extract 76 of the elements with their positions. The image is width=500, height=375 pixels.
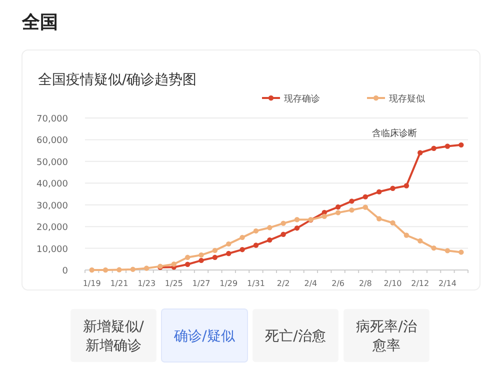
y-tick-label: 10,000 (36, 244, 68, 255)
y-tick-label: 50,000 (36, 158, 68, 168)
text: 新增疑似/新增确诊 (83, 319, 144, 354)
text: 死亡/治愈 (265, 328, 326, 344)
y-tick-label: 0 (62, 266, 68, 276)
point (444, 144, 450, 149)
point (294, 225, 300, 231)
x-tick-label: 2/2 (276, 279, 290, 288)
text: 全国 (21, 12, 58, 33)
point (390, 186, 396, 191)
point (418, 238, 423, 244)
point (458, 250, 464, 255)
point (198, 252, 204, 258)
point (89, 267, 94, 273)
point (102, 267, 108, 273)
legend-label: 现存疑似 (389, 94, 425, 104)
point (226, 250, 232, 256)
point (431, 146, 436, 151)
text: 确诊/疑似 (173, 328, 235, 344)
point (376, 216, 382, 222)
point (198, 258, 204, 264)
point (418, 150, 423, 156)
point (444, 248, 450, 254)
point (458, 142, 464, 148)
x-tick-label: 2/8 (358, 279, 372, 288)
point (431, 245, 436, 251)
y-tick-label: 40,000 (36, 180, 68, 190)
point (362, 194, 368, 200)
point (267, 237, 272, 243)
point (376, 189, 382, 194)
legend-label: 现存确诊 (284, 94, 320, 104)
x-tick-label: 1/27 (192, 279, 210, 288)
point (280, 220, 286, 226)
point (184, 262, 190, 267)
point (267, 225, 272, 230)
x-tick-label: 1/29 (220, 279, 238, 288)
x-tick-label: 1/31 (247, 279, 265, 288)
point (335, 210, 341, 216)
x-tick-label: 1/25 (164, 279, 183, 288)
y-tick-label: 60,000 (36, 136, 68, 146)
y-tick-label: 70,000 (36, 114, 68, 124)
x-tick-label: 2/4 (304, 279, 318, 288)
point (253, 228, 259, 234)
x-tick-label: 1/19 (82, 279, 101, 288)
point (240, 246, 245, 252)
point (349, 207, 354, 213)
y-tick-label: 20,000 (36, 223, 68, 234)
x-tick-label: 2/12 (411, 279, 430, 288)
point (212, 254, 218, 260)
y-tick-label: 30,000 (36, 201, 68, 212)
point (349, 198, 354, 204)
point (116, 267, 122, 272)
point (240, 234, 245, 240)
x-tick-label: 1/23 (138, 279, 156, 288)
point (390, 220, 396, 226)
point (212, 248, 218, 254)
point (362, 204, 368, 210)
point (226, 241, 232, 247)
point (184, 254, 190, 260)
point (280, 232, 286, 237)
point (253, 242, 259, 248)
point (322, 214, 327, 219)
x-tick-label: 2/14 (438, 279, 456, 288)
x-tick-label: 2/10 (384, 279, 402, 288)
x-tick-label: 2/6 (332, 279, 344, 288)
point (335, 204, 341, 210)
chart-title: 全国疫情疑似/确诊趋势图 (38, 72, 197, 88)
annotation: 含临床诊断 (372, 128, 417, 139)
text: 病死率/治愈率 (356, 319, 417, 354)
point (294, 217, 300, 222)
x-tick-label: 1/21 (110, 279, 128, 288)
point (130, 266, 136, 272)
point (404, 232, 410, 238)
point (404, 183, 410, 188)
point (171, 262, 177, 267)
point (144, 266, 150, 271)
